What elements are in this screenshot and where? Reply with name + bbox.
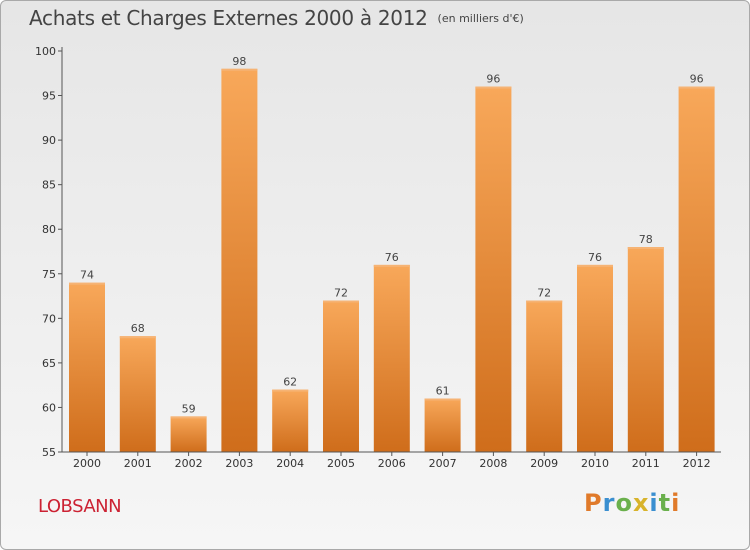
logo-letter: r <box>602 489 616 517</box>
value-label-2011: 78 <box>639 233 653 246</box>
x-tick-label-2000: 2000 <box>73 457 101 470</box>
bar-2011 <box>627 247 664 452</box>
bar-2001 <box>119 336 156 452</box>
value-label-2005: 72 <box>334 287 348 300</box>
bar-highlight-2008 <box>475 86 512 89</box>
y-tick-label: 70 <box>42 312 56 325</box>
y-tick-label: 95 <box>42 90 56 103</box>
bar-2005 <box>323 300 359 452</box>
bar-highlight-2002 <box>170 416 207 419</box>
x-tick-label-2008: 2008 <box>479 457 507 470</box>
bar-highlight-2006 <box>373 264 410 267</box>
value-label-2003: 98 <box>232 55 246 68</box>
bar-2008 <box>475 86 512 452</box>
x-tick-label-2004: 2004 <box>276 457 304 470</box>
y-tick-label: 55 <box>42 446 56 459</box>
x-tick-label-2002: 2002 <box>175 457 203 470</box>
logo-letter: o <box>615 489 633 517</box>
y-tick-label: 85 <box>42 179 56 192</box>
bar-2007 <box>424 398 461 452</box>
logo-letter: t <box>658 489 672 517</box>
proxiti-logo: Proxiti <box>584 489 680 517</box>
value-label-2007: 61 <box>436 385 450 398</box>
bar-2009 <box>526 300 563 452</box>
bar-highlight-2011 <box>627 247 664 249</box>
x-tick-label-2011: 2011 <box>632 457 660 470</box>
value-label-2009: 72 <box>537 287 551 300</box>
x-tick-label-2003: 2003 <box>225 457 253 470</box>
bar-highlight-2000 <box>69 282 105 285</box>
y-tick-label: 60 <box>42 401 56 414</box>
value-label-2001: 68 <box>131 322 145 335</box>
chart-title-text: Achats et Charges Externes 2000 à 2012 <box>29 6 428 30</box>
logo-letter: x <box>632 489 650 517</box>
logo-letter: i <box>671 489 681 517</box>
y-tick-label: 80 <box>42 223 56 236</box>
bar-2010 <box>577 264 613 452</box>
bar-highlight-2005 <box>323 300 359 303</box>
y-tick-label: 65 <box>42 357 56 370</box>
value-label-2006: 76 <box>385 251 399 264</box>
bar-2003 <box>221 68 258 453</box>
bar-2006 <box>373 264 410 452</box>
y-tick-label: 90 <box>42 134 56 147</box>
bar-2004 <box>272 389 309 452</box>
x-tick-label-2006: 2006 <box>378 457 406 470</box>
bar-highlight-2004 <box>272 389 309 392</box>
bar-highlight-2009 <box>526 300 563 303</box>
x-tick-label-2007: 2007 <box>429 457 457 470</box>
bar-highlight-2001 <box>119 336 156 339</box>
value-label-2010: 76 <box>588 251 602 264</box>
bar-2012 <box>678 86 715 452</box>
x-tick-label-2010: 2010 <box>581 457 609 470</box>
commune-name: LOBSANN <box>38 496 122 517</box>
value-label-2002: 59 <box>182 402 196 415</box>
value-label-2000: 74 <box>80 269 94 282</box>
y-tick-label: 75 <box>42 268 56 281</box>
chart-title: Achats et Charges Externes 2000 à 2012 (e… <box>29 6 524 30</box>
y-tick-label: 100 <box>35 45 56 58</box>
x-tick-label-2012: 2012 <box>683 457 711 470</box>
x-tick-label-2009: 2009 <box>530 457 558 470</box>
x-tick-label-2001: 2001 <box>124 457 152 470</box>
logo-letter: P <box>584 489 603 517</box>
value-label-2004: 62 <box>283 376 297 389</box>
chart-unit: (en milliers d'€) <box>437 12 524 25</box>
bar-2002 <box>170 416 207 452</box>
value-label-2012: 96 <box>690 73 704 86</box>
logo-letter: i <box>649 489 659 517</box>
x-tick-label-2005: 2005 <box>327 457 355 470</box>
bar-highlight-2007 <box>424 398 461 401</box>
bar-2000 <box>69 282 105 452</box>
value-label-2008: 96 <box>486 73 500 86</box>
bar-highlight-2003 <box>221 68 258 71</box>
bar-highlight-2012 <box>678 86 715 89</box>
bar-highlight-2010 <box>577 264 613 267</box>
